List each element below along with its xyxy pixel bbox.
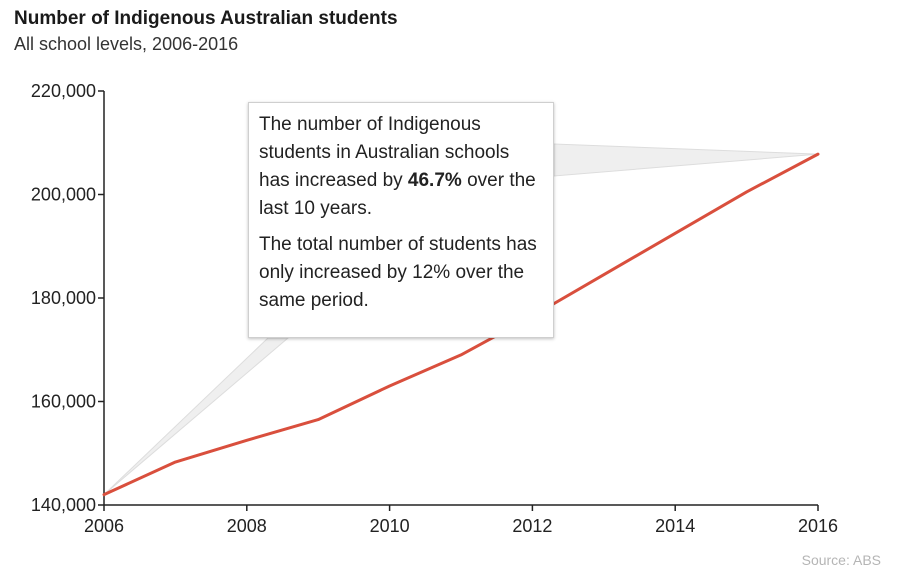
source-note: Source: ABS — [801, 552, 881, 568]
y-tick-label: 140,000 — [31, 495, 96, 515]
y-tick-label: 200,000 — [31, 185, 96, 205]
chart-subtitle: All school levels, 2006-2016 — [14, 34, 239, 54]
y-tick-label: 220,000 — [31, 81, 96, 101]
x-tick-label: 2014 — [655, 516, 695, 536]
callout-leader-start — [103, 337, 290, 496]
x-tick-label: 2016 — [798, 516, 838, 536]
x-tick-label: 2006 — [84, 516, 124, 536]
x-tick-label: 2008 — [227, 516, 267, 536]
chart-series — [102, 152, 820, 497]
annotation-callout: The number of Indigenous students in Aus… — [248, 102, 554, 338]
chart-ticks: 140,000 160,000 180,000 200,000 220,000 2006 2… — [31, 81, 838, 536]
x-tick-label: 2012 — [512, 516, 552, 536]
callout-text-1b: over the last 10 years. — [259, 170, 536, 219]
y-tick-label: 180,000 — [31, 288, 96, 308]
callout-paragraph-1: The number of Indigenous students in Aus… — [259, 111, 545, 223]
callout-leader-lines — [103, 143, 819, 496]
x-tick-label: 2010 — [370, 516, 410, 536]
chart-title: Number of Indigenous Australian students — [14, 8, 398, 29]
callout-highlight-value: 46.7% — [407, 170, 462, 191]
callout-text-1a: The number of Indigenous students in Aus… — [259, 114, 510, 191]
callout-paragraph-2: The total number of students has only in… — [259, 234, 537, 311]
y-tick-label: 160,000 — [31, 392, 96, 412]
callout-leader-end — [553, 143, 819, 177]
